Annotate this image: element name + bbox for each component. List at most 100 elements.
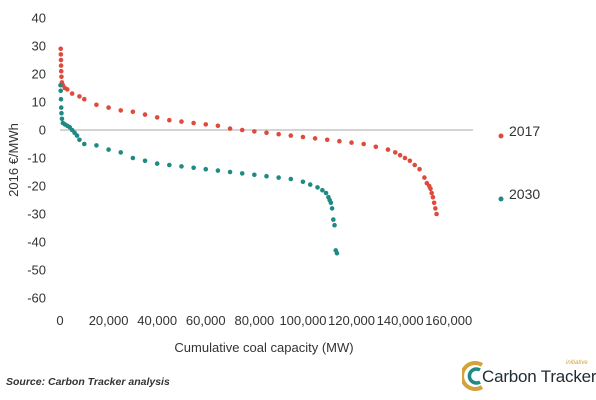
data-point-2017	[349, 140, 354, 145]
data-point-2017	[58, 52, 64, 57]
data-point-2017	[431, 200, 437, 206]
data-point-2030	[203, 166, 209, 172]
data-point-2030	[276, 175, 281, 180]
data-point-2030	[59, 116, 65, 122]
y-axis-title: 2016 €/MWh	[6, 123, 21, 197]
data-point-2017	[58, 57, 64, 63]
data-point-2030	[58, 82, 63, 88]
legend-marker-2030	[498, 196, 504, 202]
data-point-2017	[252, 129, 257, 134]
carbon-tracker-logo-icon	[462, 361, 484, 391]
data-point-2030	[142, 158, 148, 164]
x-axis-ticks: 0 20,000 40,000 60,000 80,000 100,000 120,000 1…	[56, 313, 472, 328]
data-point-2017	[203, 122, 209, 127]
logo-subtext: initiative	[566, 360, 588, 366]
x-tick-label: 140,000	[377, 313, 424, 328]
data-point-2030	[179, 164, 184, 169]
carbon-tracker-logo: Carbon Tracker initiative	[462, 356, 596, 396]
data-point-2017	[227, 126, 233, 131]
y-tick-label: -20	[27, 179, 46, 194]
data-point-2030	[252, 172, 257, 178]
legend-label-2017: 2017	[509, 123, 540, 139]
y-tick-label: 30	[32, 39, 46, 54]
data-point-2030	[329, 206, 335, 211]
data-point-2017	[130, 109, 136, 115]
data-point-2017	[58, 46, 64, 52]
data-point-2017	[191, 120, 196, 126]
legend: 2017 2030	[498, 123, 540, 202]
data-point-2017	[215, 123, 221, 129]
y-axis-ticks: 40 30 20 10 0 -10 -20 -30 -40 -50 -60	[27, 11, 46, 306]
data-point-2030	[323, 190, 329, 196]
x-axis-title: Cumulative coal capacity (MW)	[174, 340, 353, 355]
data-point-2017	[300, 134, 306, 140]
data-point-2030	[307, 182, 313, 187]
data-point-2030	[264, 173, 269, 179]
data-point-2017	[264, 130, 269, 136]
data-point-2030	[167, 162, 172, 168]
y-tick-label: 10	[32, 95, 46, 110]
data-point-2030	[81, 141, 87, 147]
data-point-2017	[430, 194, 436, 200]
data-point-2017	[385, 147, 391, 152]
data-point-2030	[239, 171, 245, 176]
data-point-2017	[433, 206, 438, 211]
x-tick-label: 0	[56, 313, 63, 328]
data-point-2030	[154, 161, 160, 166]
data-point-2017	[337, 138, 342, 144]
data-point-2030	[74, 133, 80, 138]
y-tick-label: 20	[32, 67, 46, 82]
data-point-2017	[69, 91, 75, 96]
data-point-2030	[130, 155, 136, 161]
data-point-2030	[227, 169, 233, 175]
data-point-2017	[106, 105, 111, 110]
x-tick-label: 20,000	[89, 313, 129, 328]
x-tick-label: 40,000	[137, 313, 177, 328]
y-tick-label: -40	[27, 235, 46, 250]
data-point-2017	[142, 112, 148, 117]
data-point-2017	[397, 152, 403, 158]
data-point-2030	[315, 185, 320, 190]
y-tick-label: -50	[27, 263, 46, 278]
data-point-2017	[402, 155, 408, 161]
data-point-2030	[59, 110, 64, 116]
data-point-2017	[417, 166, 422, 172]
data-point-2030	[58, 105, 64, 110]
x-tick-label: 120,000	[328, 313, 375, 328]
data-point-2017	[392, 150, 398, 155]
data-point-2017	[154, 115, 160, 120]
y-tick-label: 0	[39, 123, 46, 138]
data-point-2030	[58, 96, 64, 102]
data-point-2017	[94, 102, 99, 108]
data-point-2030	[106, 147, 111, 152]
data-point-2030	[331, 217, 336, 222]
data-point-2017	[373, 144, 379, 150]
data-point-2017	[312, 136, 318, 141]
y-tick-label: -10	[27, 151, 46, 166]
data-point-2030	[215, 168, 221, 173]
data-point-2017	[276, 131, 281, 137]
x-tick-label: 80,000	[234, 313, 274, 328]
logo-text: Carbon Tracker	[482, 367, 596, 386]
data-point-2030	[191, 165, 196, 171]
data-point-2017	[239, 127, 245, 133]
y-tick-label: -60	[27, 291, 46, 306]
data-point-2017	[77, 94, 82, 99]
data-point-2030	[77, 137, 82, 143]
data-point-2017	[64, 87, 70, 92]
data-point-2017	[81, 96, 87, 102]
data-point-2030	[288, 176, 294, 182]
data-point-2017	[58, 68, 64, 74]
data-point-2017	[429, 190, 435, 196]
data-point-2017	[59, 74, 64, 80]
data-point-2030	[94, 143, 99, 148]
y-tick-label: 40	[32, 11, 46, 26]
data-point-2017	[167, 117, 172, 123]
legend-label-2030: 2030	[509, 186, 540, 202]
x-tick-label: 160,000	[425, 313, 472, 328]
data-point-2017	[407, 158, 413, 164]
legend-marker-2017	[498, 133, 504, 139]
data-point-2017	[179, 119, 184, 124]
data-point-2030	[58, 88, 64, 94]
